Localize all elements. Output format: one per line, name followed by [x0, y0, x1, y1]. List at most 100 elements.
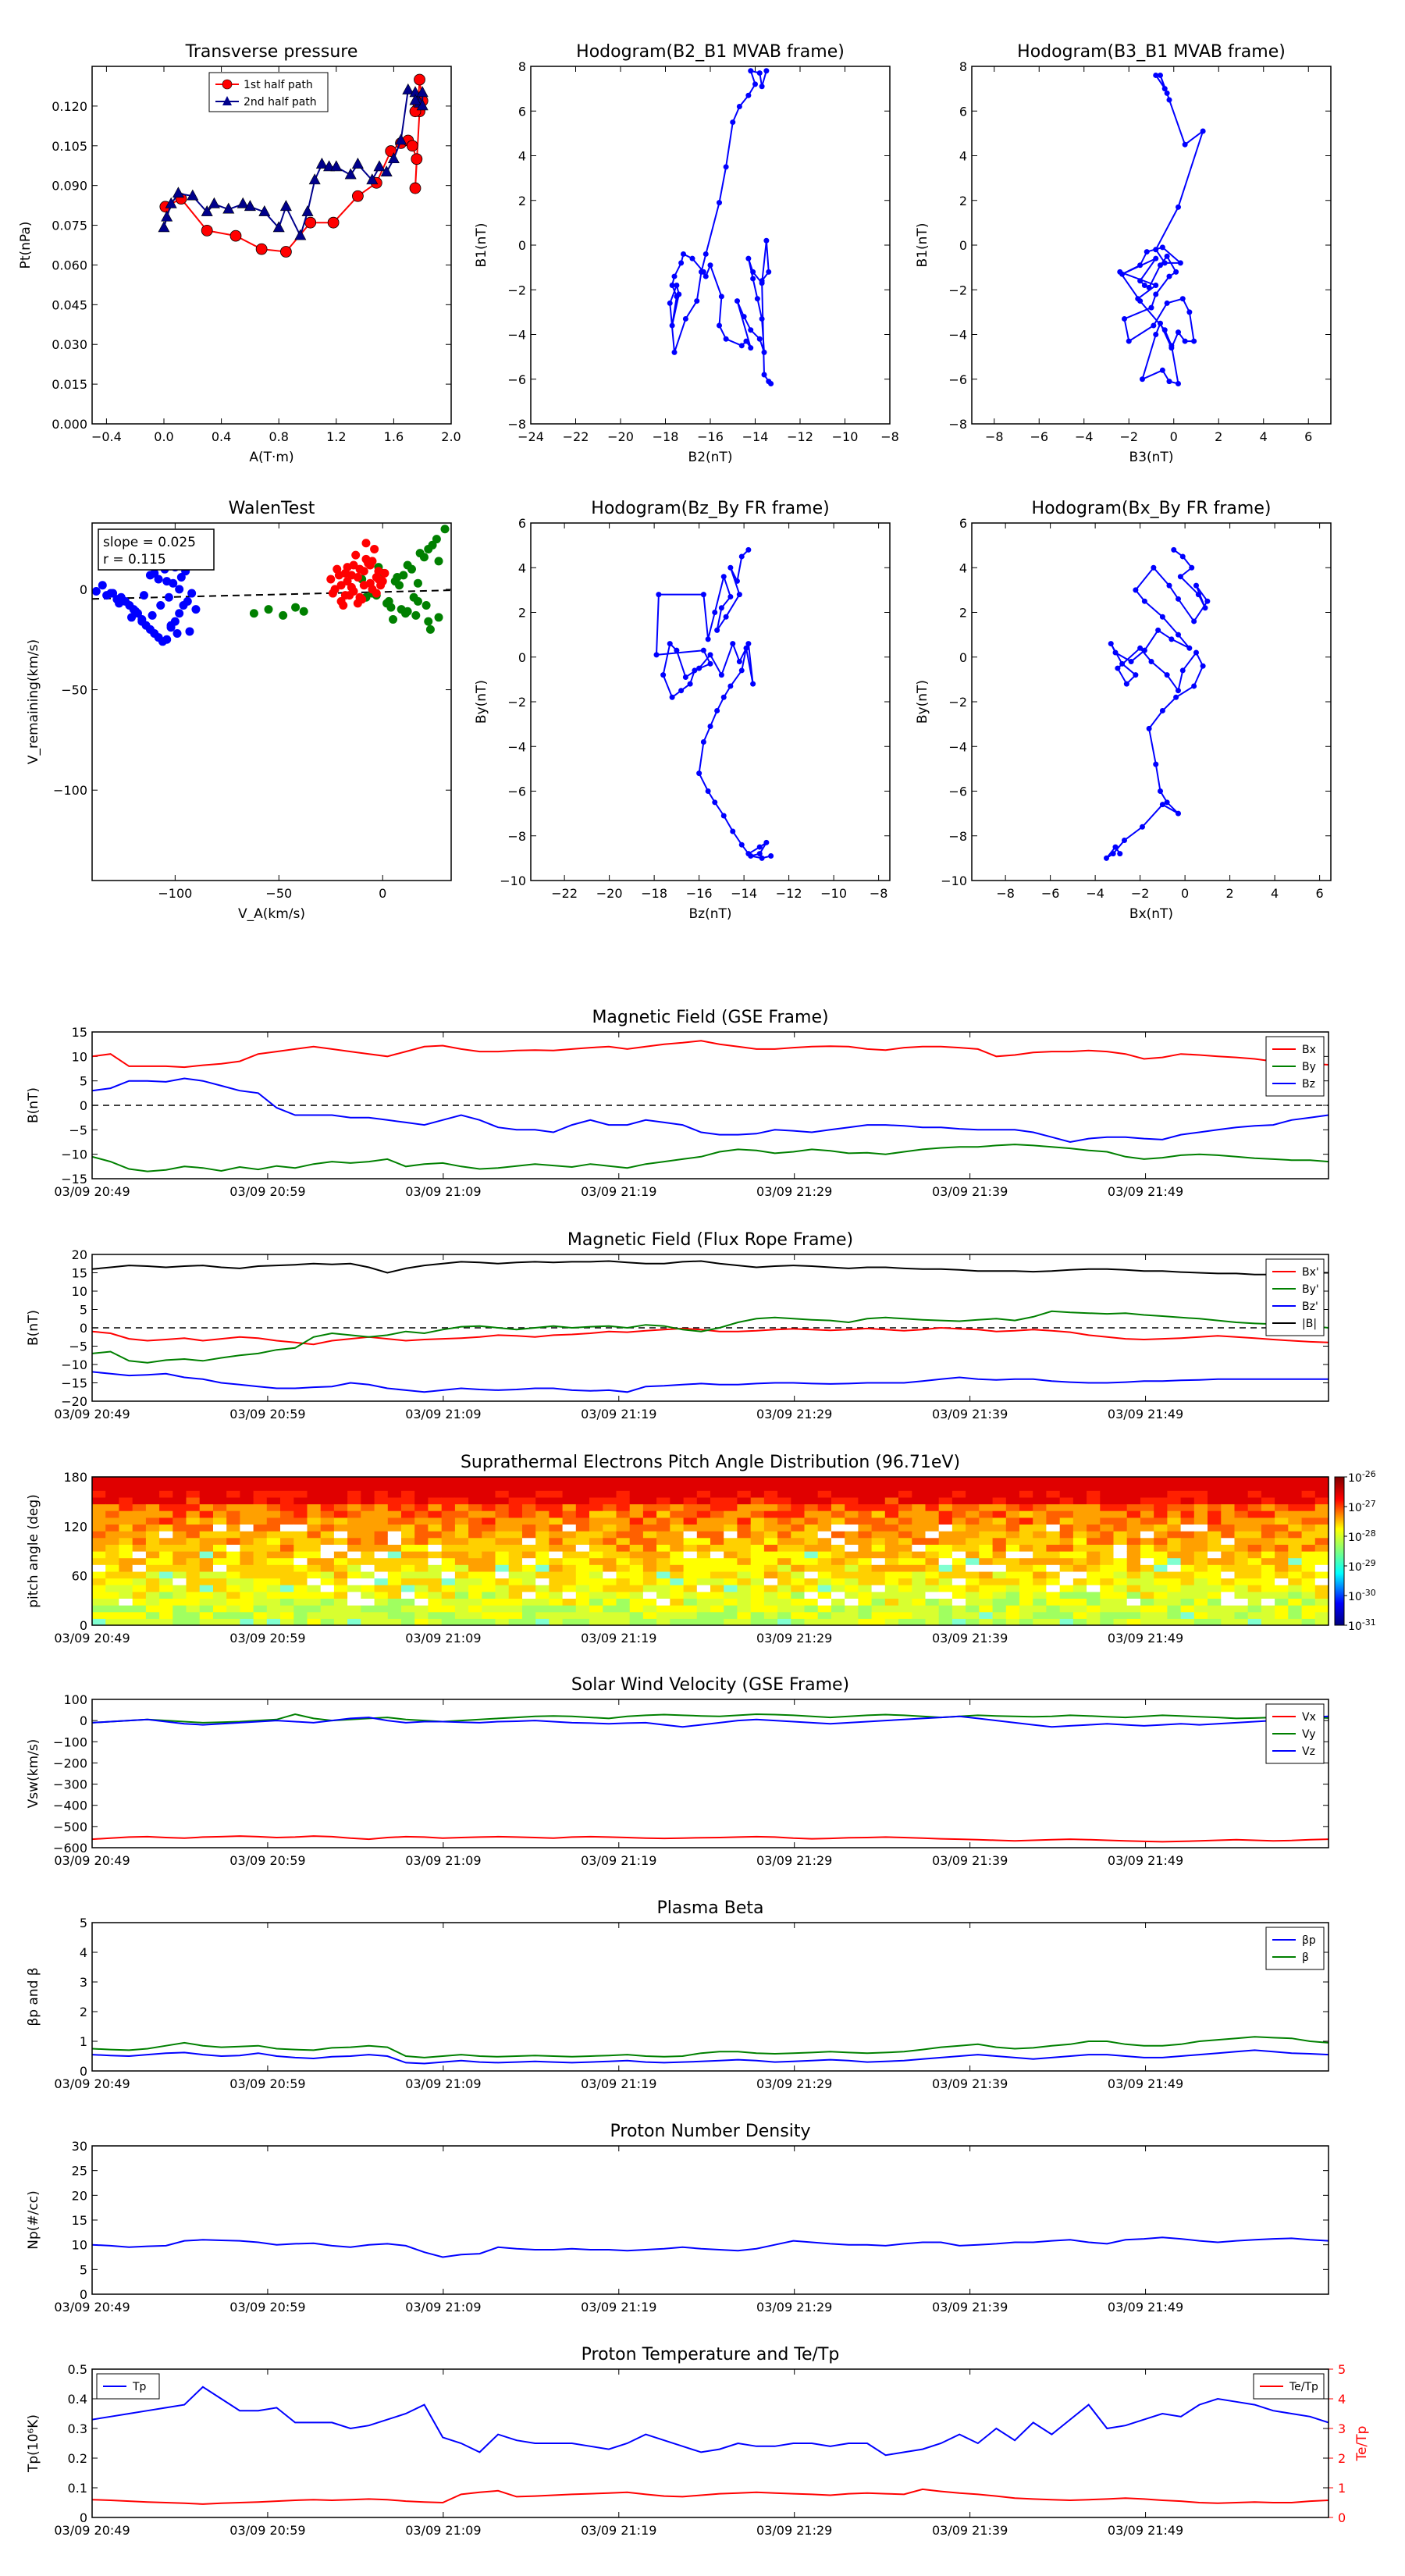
heatmap-cell — [616, 1531, 631, 1539]
heatmap-cell — [710, 1537, 724, 1545]
heatmap-cell — [1167, 1591, 1182, 1599]
marker-point — [682, 315, 688, 322]
marker-point — [1200, 663, 1206, 669]
heatmap-cell — [320, 1605, 335, 1613]
heatmap-cell — [105, 1605, 119, 1613]
mag-fr-ytick-label: −15 — [61, 1376, 87, 1391]
heatmap-cell — [1221, 1611, 1236, 1619]
marker-2nd half path — [416, 86, 429, 98]
scatter-point-blue — [137, 617, 147, 626]
heatmap-cell — [683, 1611, 698, 1619]
heatmap-cell — [831, 1517, 845, 1525]
heatmap-cell — [199, 1496, 214, 1505]
heatmap-cell — [791, 1598, 806, 1606]
heatmap-cell — [293, 1524, 308, 1532]
heatmap-cell — [307, 1585, 322, 1592]
heatmap-cell — [1113, 1618, 1128, 1626]
heatmap-cell — [737, 1517, 752, 1525]
heatmap-cell — [763, 1598, 778, 1606]
heatmap-cell — [173, 1591, 187, 1599]
mag-fr-ytick-label: 0 — [80, 1321, 87, 1336]
annotation-box — [98, 528, 215, 571]
heatmap-cell — [696, 1551, 711, 1559]
mag-gse-ytick-label: 15 — [72, 1025, 87, 1040]
velocity-ytick-label: −500 — [53, 1820, 87, 1834]
y2-tick-label: 5 — [1338, 2362, 1346, 2377]
heatmap-cell — [1113, 1531, 1128, 1539]
heatmap-cell — [535, 1585, 550, 1592]
heatmap-cell — [589, 1510, 603, 1518]
heatmap-cell — [1301, 1531, 1316, 1539]
marker-point — [1153, 761, 1159, 767]
marker-point — [678, 260, 685, 266]
heatmap-cell — [925, 1591, 940, 1599]
heatmap-cell — [454, 1477, 469, 1485]
heatmap-cell — [750, 1571, 765, 1579]
heatmap-cell — [307, 1605, 322, 1613]
heatmap-cell — [1234, 1598, 1249, 1606]
hodogram-b2-b1-ytick-label: 0 — [518, 238, 526, 253]
heatmap-cell — [307, 1578, 322, 1585]
marker-point — [1191, 683, 1197, 689]
heatmap-cell — [1087, 1571, 1101, 1579]
heatmap-cell — [724, 1551, 738, 1559]
marker-2nd half path — [308, 173, 321, 185]
scatter-point-red — [347, 571, 356, 580]
heatmap-cell — [522, 1490, 536, 1498]
scatter-point-green — [434, 613, 443, 622]
heatmap-cell — [401, 1564, 415, 1572]
heatmap-cell — [333, 1531, 348, 1539]
heatmap-cell — [1288, 1564, 1303, 1572]
heatmap-cell — [1140, 1490, 1154, 1498]
heatmap-cell — [925, 1578, 940, 1585]
heatmap-cell — [845, 1537, 859, 1545]
heatmap-cell — [522, 1496, 536, 1505]
colorbar-tick-label: 10-28 — [1348, 1528, 1376, 1544]
marker-point — [700, 647, 706, 653]
heatmap-cell — [1087, 1490, 1101, 1498]
transverse-pressure-xtick-label: 2.0 — [441, 429, 461, 444]
heatmap-cell — [186, 1618, 201, 1626]
marker-point — [759, 84, 765, 90]
heatmap-cell — [347, 1605, 361, 1613]
heatmap-cell — [670, 1557, 685, 1565]
heatmap-cell — [831, 1598, 845, 1606]
heatmap-cell — [1208, 1544, 1222, 1552]
heatmap-cell — [1126, 1544, 1141, 1552]
y2-tick-label: 0 — [1338, 2510, 1346, 2525]
heatmap-cell — [320, 1585, 335, 1592]
temperature-chart: Proton Temperature and Te/Tp00.10.20.30.… — [26, 2345, 1370, 2538]
hodogram-b3-b1-xtick-label: 6 — [1304, 429, 1312, 444]
heatmap-cell — [522, 1611, 536, 1619]
heatmap-cell — [280, 1578, 294, 1585]
heatmap-cell — [575, 1477, 590, 1485]
marker-point — [730, 641, 736, 647]
heatmap-cell — [132, 1524, 147, 1532]
heatmap-cell — [1087, 1557, 1101, 1565]
heatmap-cell — [401, 1524, 415, 1532]
transverse-pressure-ytick-label: 0.105 — [52, 139, 87, 154]
marker-point — [1173, 694, 1179, 700]
heatmap-cell — [616, 1496, 631, 1505]
marker-point — [730, 828, 736, 834]
pad-ytick-label: 180 — [63, 1470, 87, 1485]
heatmap-cell — [871, 1585, 886, 1592]
heatmap-cell — [763, 1503, 778, 1511]
heatmap-cell — [387, 1503, 402, 1511]
marker-point — [669, 322, 675, 329]
heatmap-cell — [347, 1537, 361, 1545]
heatmap-cell — [347, 1578, 361, 1585]
heatmap-cell — [482, 1557, 496, 1565]
heatmap-cell — [361, 1477, 375, 1485]
heatmap-cell — [1033, 1531, 1047, 1539]
heatmap-cell — [240, 1517, 254, 1525]
heatmap-cell — [1140, 1578, 1154, 1585]
hodogram-b2-b1-xtick-label: −12 — [787, 429, 813, 444]
heatmap-cell — [1180, 1605, 1195, 1613]
legend-entry: Bx' — [1302, 1266, 1319, 1279]
heatmap-cell — [629, 1477, 644, 1485]
heatmap-cell — [1113, 1503, 1128, 1511]
annotation-slope: slope = 0.025 — [103, 535, 196, 550]
heatmap-cell — [535, 1618, 550, 1626]
time-tick-label: 03/09 21:49 — [1108, 1407, 1183, 1421]
